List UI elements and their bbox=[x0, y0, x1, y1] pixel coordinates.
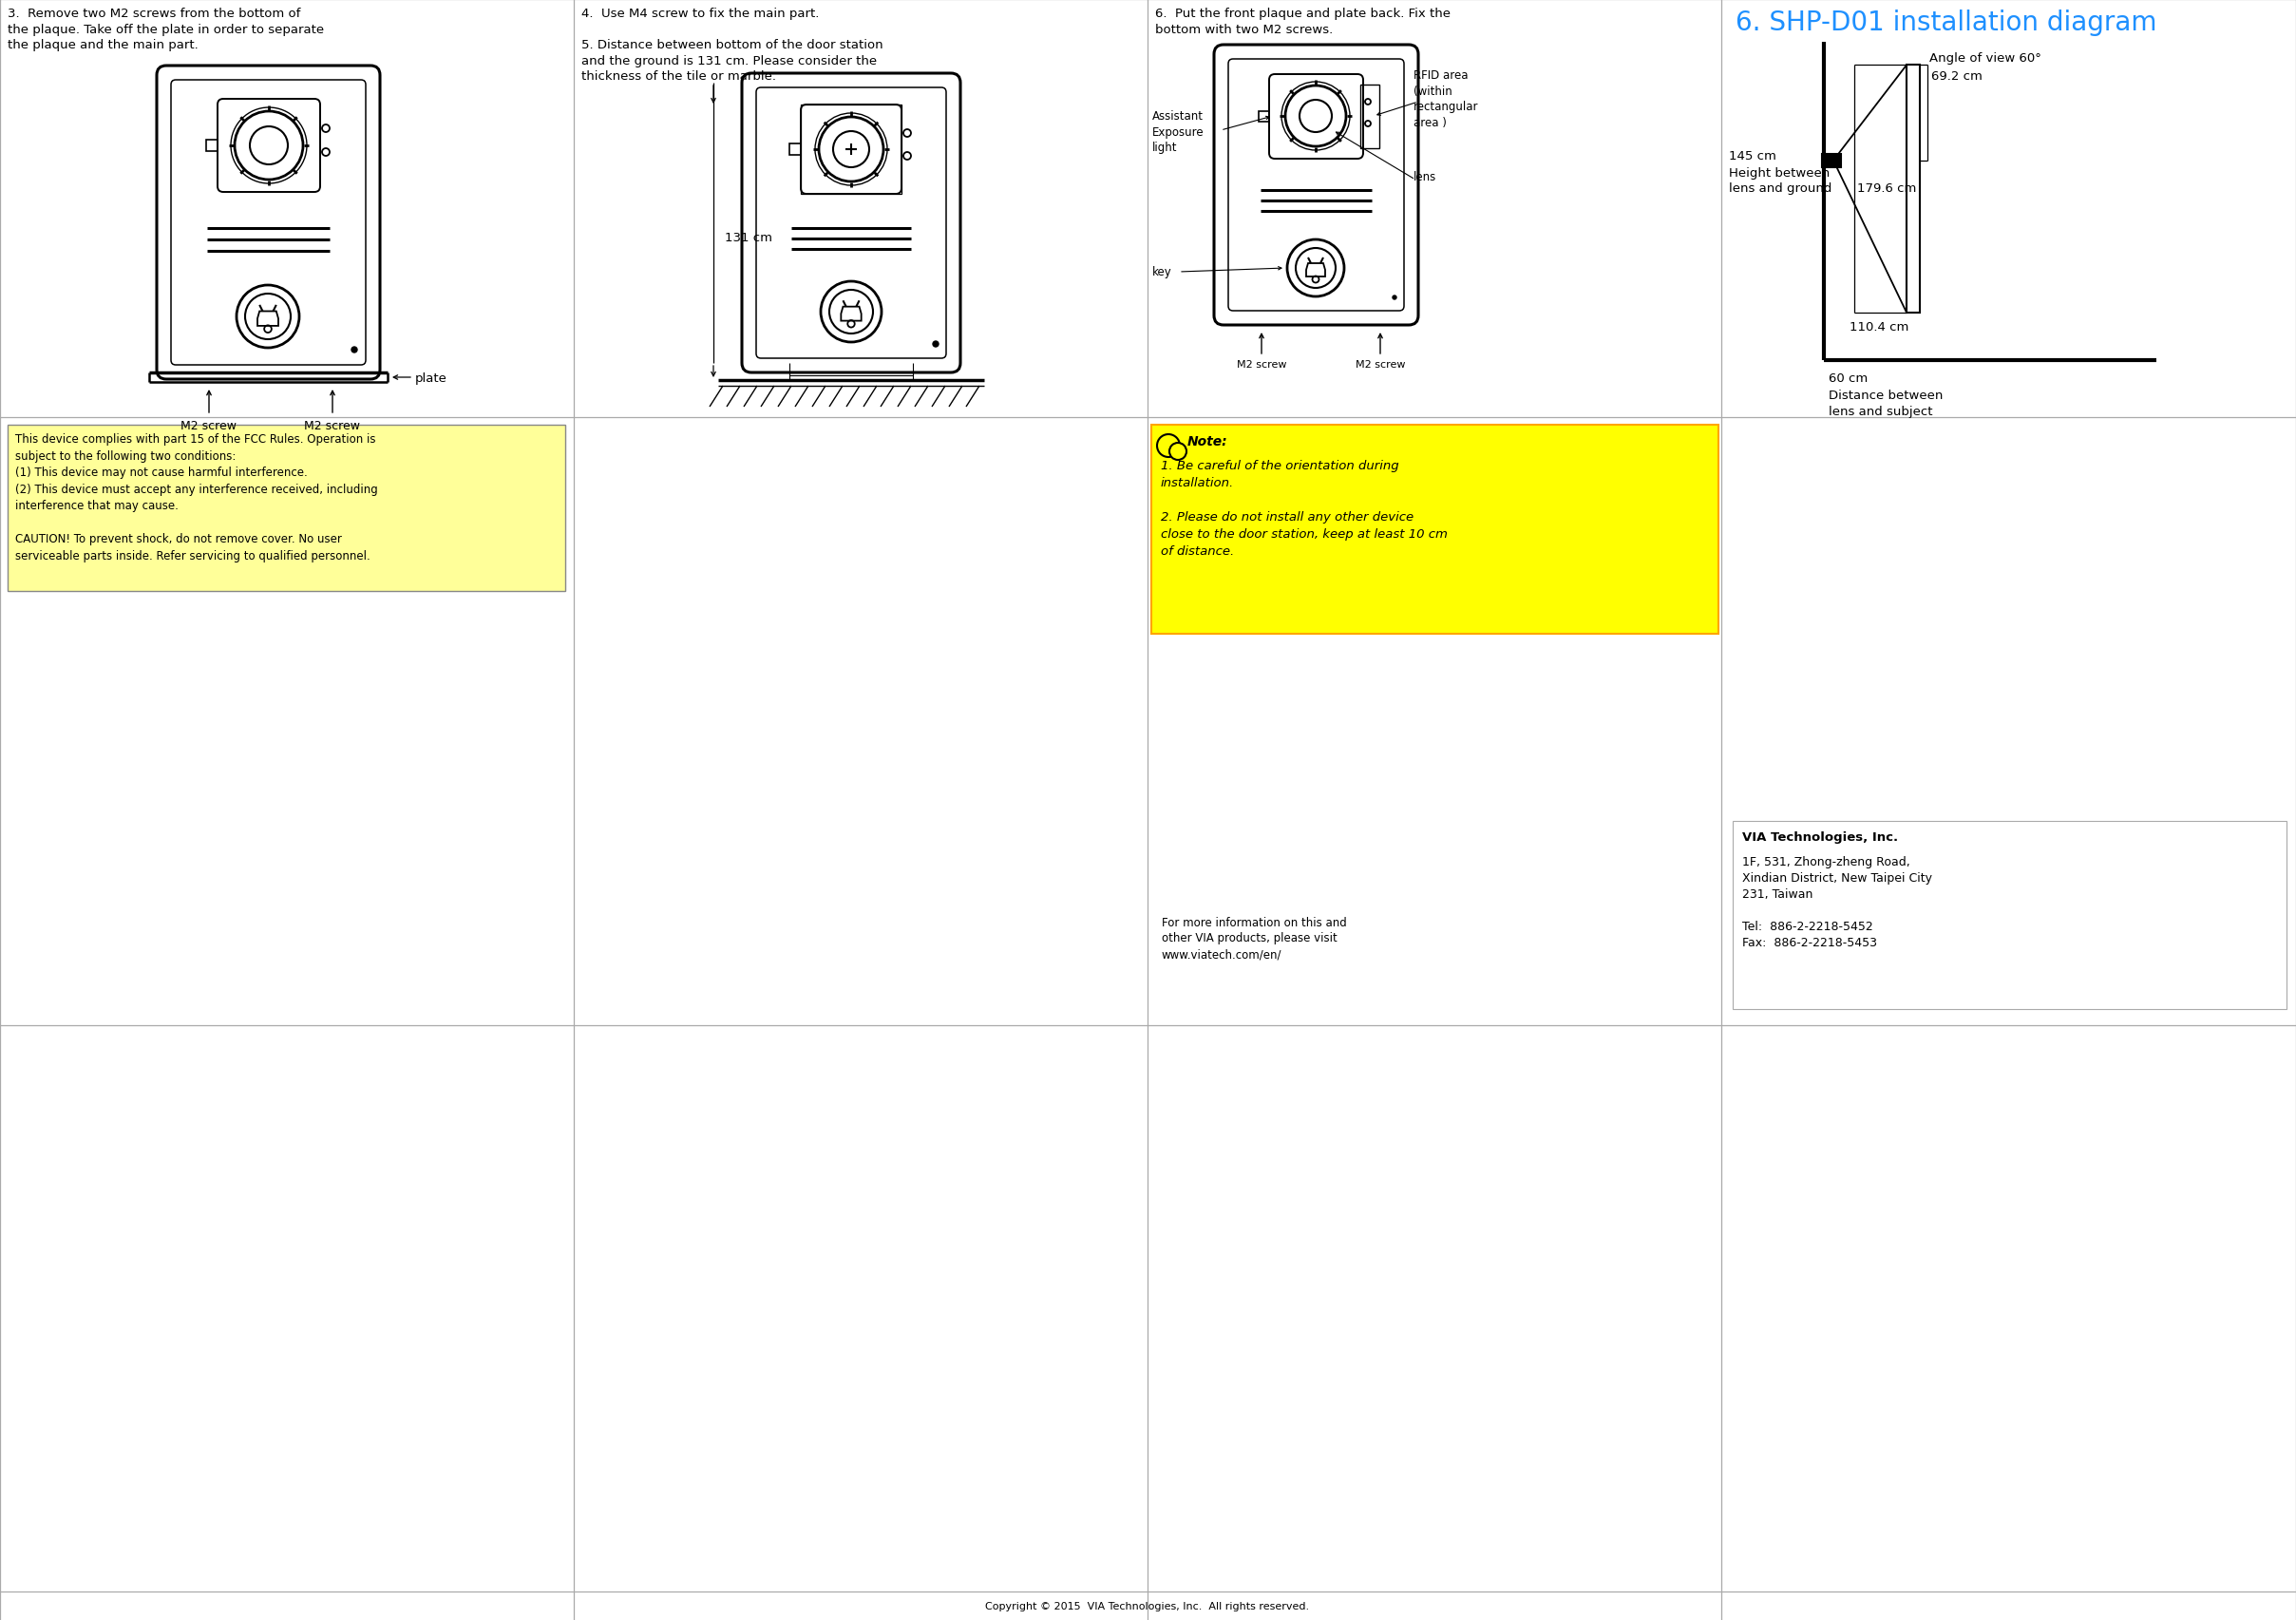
Text: 69.2 cm: 69.2 cm bbox=[1931, 71, 1981, 83]
Text: M2 screw: M2 screw bbox=[1238, 360, 1286, 369]
Circle shape bbox=[1157, 434, 1180, 458]
Text: 6. SHP-D01 installation diagram: 6. SHP-D01 installation diagram bbox=[1736, 10, 2156, 36]
Bar bbox=[207, 141, 218, 152]
Circle shape bbox=[932, 342, 939, 348]
Bar bbox=[790, 144, 801, 156]
Text: Distance between
lens and subject: Distance between lens and subject bbox=[1828, 389, 1942, 418]
FancyBboxPatch shape bbox=[1215, 45, 1419, 326]
Bar bbox=[1258, 112, 1270, 123]
FancyBboxPatch shape bbox=[742, 75, 960, 373]
FancyBboxPatch shape bbox=[156, 66, 379, 379]
Text: Height between
lens and ground: Height between lens and ground bbox=[1729, 167, 1832, 194]
Text: plate: plate bbox=[416, 371, 448, 384]
Bar bbox=[1823, 154, 1841, 168]
Text: For more information on this and
other VIA products, please visit
www.viatech.co: For more information on this and other V… bbox=[1162, 917, 1348, 961]
Text: 131 cm: 131 cm bbox=[726, 232, 771, 245]
Text: 6.  Put the front plaque and plate back. Fix the
bottom with two M2 screws.: 6. Put the front plaque and plate back. … bbox=[1155, 8, 1451, 36]
Text: M2 screw: M2 screw bbox=[181, 420, 236, 433]
Text: This device complies with part 15 of the FCC Rules. Operation is
subject to the : This device complies with part 15 of the… bbox=[16, 433, 379, 562]
Text: 110.4 cm: 110.4 cm bbox=[1851, 321, 1908, 334]
Text: 60 cm: 60 cm bbox=[1828, 373, 1869, 384]
Text: M2 screw: M2 screw bbox=[305, 420, 360, 433]
Bar bbox=[1906, 66, 1919, 313]
Text: Assistant
Exposure
light: Assistant Exposure light bbox=[1153, 110, 1203, 154]
Text: 3.  Remove two M2 screws from the bottom of
the plaque. Take off the plate in or: 3. Remove two M2 screws from the bottom … bbox=[7, 8, 324, 52]
FancyBboxPatch shape bbox=[7, 426, 565, 591]
Text: Note:: Note: bbox=[1187, 434, 1228, 449]
Circle shape bbox=[1394, 296, 1396, 300]
Bar bbox=[801, 105, 902, 194]
Text: VIA Technologies, Inc.: VIA Technologies, Inc. bbox=[1743, 831, 1899, 844]
Text: key: key bbox=[1153, 266, 1171, 279]
Text: Angle of view 60°: Angle of view 60° bbox=[1929, 52, 2041, 65]
Text: M2 screw: M2 screw bbox=[1355, 360, 1405, 369]
FancyBboxPatch shape bbox=[1733, 821, 2287, 1009]
Text: RFID area
(within
rectangular
area ): RFID area (within rectangular area ) bbox=[1414, 70, 1479, 128]
Text: lens: lens bbox=[1414, 172, 1437, 183]
Text: 145 cm: 145 cm bbox=[1729, 149, 1777, 162]
Text: 1F, 531, Zhong-zheng Road,
Xindian District, New Taipei City
231, Taiwan

Tel:  : 1F, 531, Zhong-zheng Road, Xindian Distr… bbox=[1743, 855, 1933, 949]
FancyBboxPatch shape bbox=[1150, 426, 1717, 635]
Bar bbox=[1359, 86, 1380, 149]
Text: Copyright © 2015  VIA Technologies, Inc.  All rights reserved.: Copyright © 2015 VIA Technologies, Inc. … bbox=[985, 1601, 1309, 1610]
Text: 4.  Use M4 screw to fix the main part.

5. Distance between bottom of the door s: 4. Use M4 screw to fix the main part. 5.… bbox=[581, 8, 884, 83]
Text: 1. Be careful of the orientation during
installation.

2. Please do not install : 1. Be careful of the orientation during … bbox=[1162, 460, 1446, 557]
Text: 179.6 cm: 179.6 cm bbox=[1857, 181, 1917, 194]
Circle shape bbox=[1169, 444, 1187, 460]
Circle shape bbox=[351, 348, 358, 353]
